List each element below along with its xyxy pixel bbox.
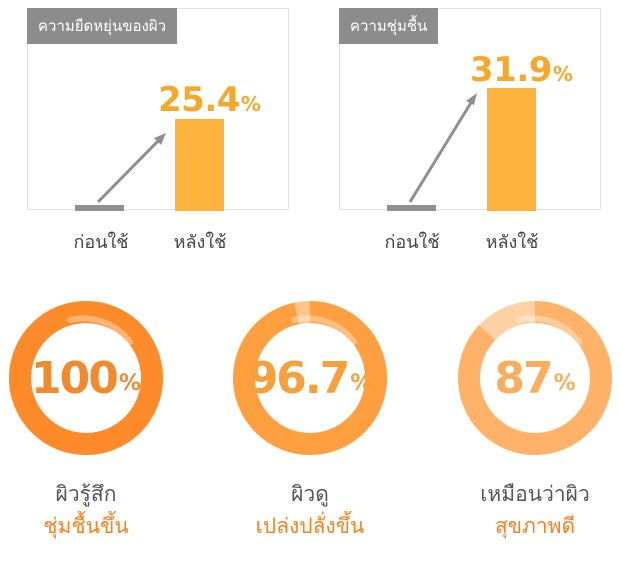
bar-before — [75, 205, 124, 211]
caption-line-2: เปล่งปลั่งขึ้น — [255, 514, 365, 538]
caption-line-2: ชุ่มชื้นขึ้น — [43, 514, 129, 538]
ring-caption: ผิวดู เปล่งปลั่งขึ้น — [210, 478, 410, 542]
caption-line-1: ผิวดู — [291, 482, 329, 506]
data-label: 31.9% — [470, 50, 573, 90]
data-label-value: 25.4 — [158, 80, 240, 120]
data-label-value: 31.9 — [470, 50, 552, 90]
ring-value-unit: % — [118, 370, 141, 396]
ring-caption: เหมือนว่าผิว สุขภาพดี — [435, 478, 621, 542]
ring-graphic — [458, 301, 612, 455]
ring-chart: 100% — [8, 300, 164, 456]
caption-line-1: ผิวรู้สึก — [55, 482, 117, 506]
chart-panel-moisture: ความชุ่มชื้น 31.9% — [339, 8, 601, 211]
caption-line-1: เหมือนว่าผิว — [480, 482, 590, 506]
ring-value-number: 96.7 — [247, 352, 351, 404]
ring-value-unit: % — [350, 370, 373, 396]
trend-arrow-icon — [96, 133, 166, 204]
bar-before — [387, 205, 436, 211]
chart-panel-elasticity: ความยืดหยุ่นของผิว 25.4% — [27, 8, 289, 211]
ring-graphic — [233, 301, 387, 455]
ring-value: 100% — [8, 300, 164, 456]
data-label: 25.4% — [158, 80, 261, 120]
chart-title: ความยืดหยุ่นของผิว — [27, 8, 178, 44]
bar-after — [487, 88, 536, 211]
ring-value-number: 100 — [31, 352, 119, 404]
caption-line-2: สุขภาพดี — [494, 514, 576, 538]
tick-label: ก่อนใช้ — [73, 232, 129, 253]
tick-label: หลังใช้ — [485, 232, 539, 253]
bar-after — [175, 119, 224, 211]
data-label-unit: % — [240, 92, 261, 116]
ring-value-number: 87 — [494, 352, 553, 404]
ring-chart: 87% — [457, 300, 613, 456]
tick-label: หลังใช้ — [173, 232, 227, 253]
ring-caption: ผิวรู้สึก ชุ่มชื้นขึ้น — [0, 478, 186, 542]
trend-arrow-icon — [408, 93, 477, 203]
chart-title: ความชุ่มชื้น — [339, 8, 439, 44]
ring-chart: 96.7% — [232, 300, 388, 456]
ring-value-unit: % — [553, 370, 576, 396]
tick-label: ก่อนใช้ — [384, 232, 440, 253]
data-label-unit: % — [552, 62, 573, 86]
ring-value: 96.7% — [232, 300, 388, 456]
ring-value: 87% — [457, 300, 613, 456]
ring-graphic — [9, 301, 163, 455]
